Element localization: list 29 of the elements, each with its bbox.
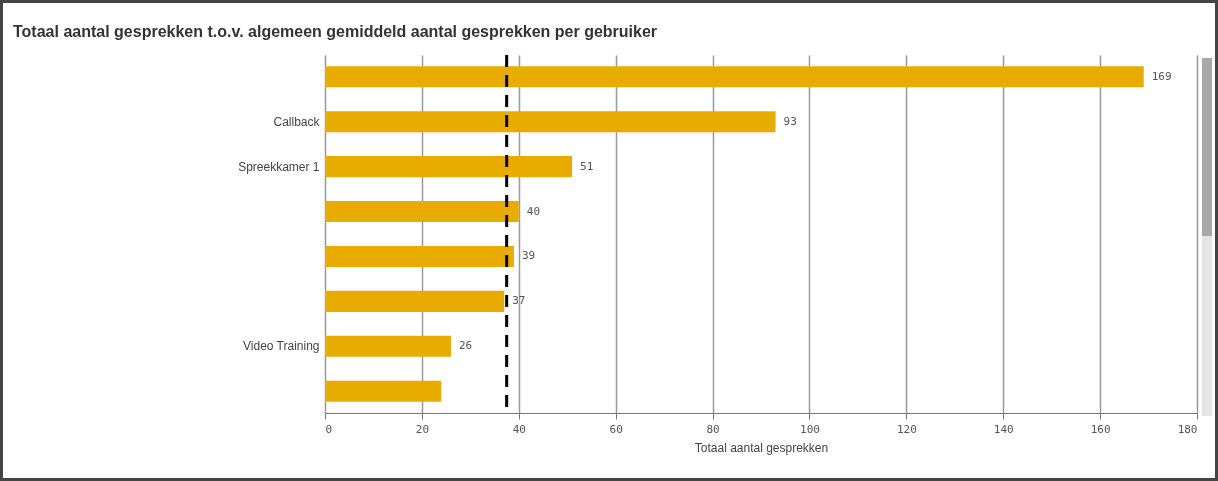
data-label: 40 xyxy=(526,204,541,218)
x-tick-label: 120 xyxy=(896,422,917,436)
y-tick-label: Callback xyxy=(273,114,321,129)
x-tick-label: 40 xyxy=(512,422,526,436)
bar xyxy=(325,335,451,357)
x-tick-label: 0 xyxy=(325,422,333,436)
data-label: 169 xyxy=(1151,69,1172,83)
x-tick-label: 140 xyxy=(993,422,1014,436)
bar xyxy=(325,245,514,268)
y-tick-label: Video Training xyxy=(243,339,320,354)
bar xyxy=(325,111,776,133)
y-tick-label: Spreekkamer 1 xyxy=(238,159,320,174)
x-tick-label: 80 xyxy=(706,422,720,436)
x-tick-label: 60 xyxy=(609,422,623,436)
bar xyxy=(325,290,505,312)
x-tick-label: 160 xyxy=(1090,422,1111,436)
data-label: 51 xyxy=(580,159,594,173)
data-label: 93 xyxy=(783,114,797,128)
data-label: 39 xyxy=(521,249,536,263)
bar xyxy=(325,66,1144,88)
x-axis-title: Totaal aantal gesprekken xyxy=(694,440,829,455)
x-tick-label: 180 xyxy=(1177,422,1198,436)
x-tick-label: 20 xyxy=(415,422,430,436)
bar xyxy=(325,200,519,223)
bar xyxy=(325,380,442,402)
x-tick-label: 100 xyxy=(800,422,820,436)
chart-title: Totaal aantal gesprekken t.o.v. algemeen gemiddeld aantal gesprekken per gebruiker xyxy=(13,22,658,40)
data-label: 26 xyxy=(458,339,473,353)
bar xyxy=(325,156,573,178)
